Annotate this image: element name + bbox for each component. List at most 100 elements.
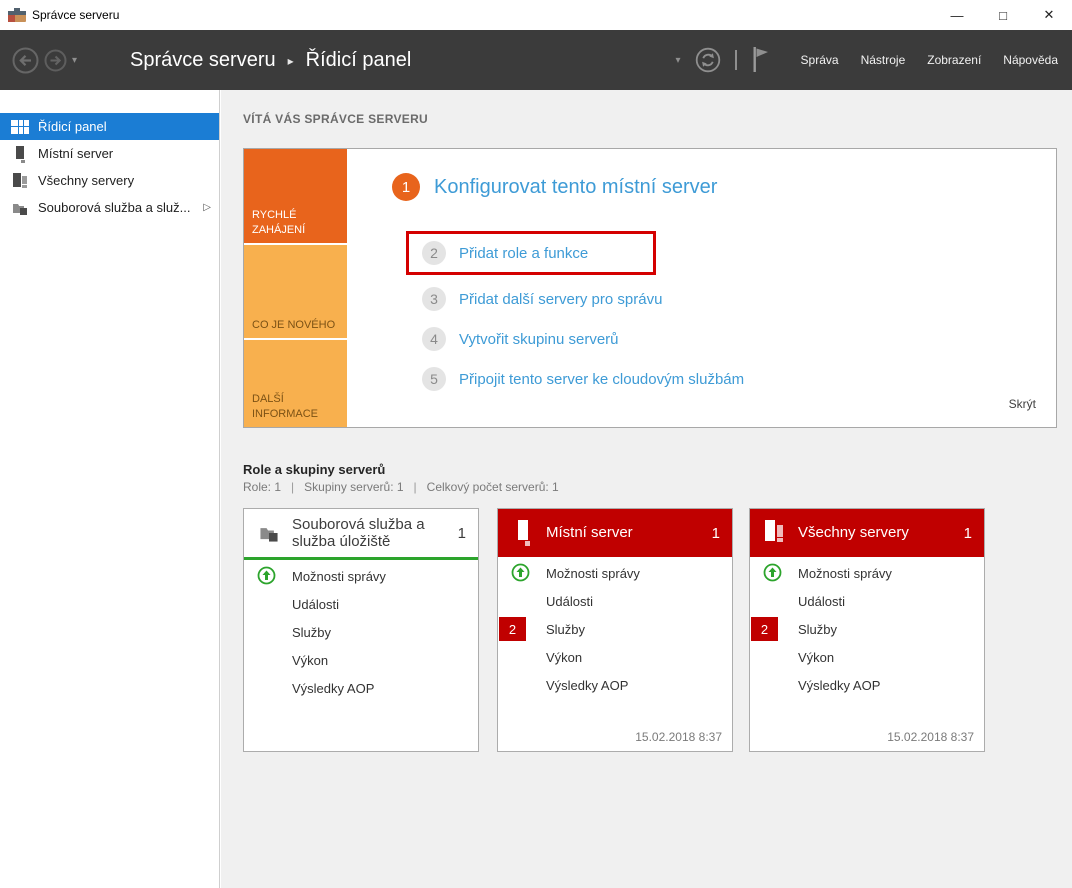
stat-separator: | xyxy=(291,480,295,494)
breadcrumb-root[interactable]: Správce serveru xyxy=(130,48,276,71)
create-server-group-link[interactable]: Vytvořit skupinu serverů xyxy=(459,330,619,348)
row-label: Události xyxy=(546,593,593,609)
manageability-up-icon xyxy=(257,566,276,590)
sidebar-item-label: Místní server xyxy=(38,146,114,161)
step-number-badge: 3 xyxy=(422,287,446,311)
server-manager-app-icon xyxy=(8,7,26,23)
row-bpa-results[interactable]: Výsledky AOP xyxy=(244,674,478,702)
step-number-badge: 5 xyxy=(422,367,446,391)
row-label: Výsledky AOP xyxy=(798,677,881,693)
dashboard-icon xyxy=(10,119,30,134)
card-title: Souborová služba a služba úložiště xyxy=(292,515,425,550)
hide-link[interactable]: Skrýt xyxy=(1008,397,1036,411)
card-date: 15.02.2018 8:37 xyxy=(635,730,722,744)
row-services[interactable]: 2 Služby xyxy=(750,615,984,643)
roles-stats: Role: 1 | Skupiny serverů: 1 | Celkový p… xyxy=(243,480,559,494)
card-count: 1 xyxy=(963,524,972,542)
row-label: Služby xyxy=(292,624,332,640)
sidebar-item-label: Řídicí panel xyxy=(38,119,107,134)
close-button[interactable]: ✕ xyxy=(1043,7,1055,22)
row-services[interactable]: Služby xyxy=(244,618,478,646)
row-label: Události xyxy=(292,596,339,612)
menu-nastroje[interactable]: Nástroje xyxy=(860,53,906,67)
sidebar: Řídicí panel Místní server Všechny serve… xyxy=(0,90,220,888)
row-label: Služby xyxy=(798,621,838,637)
card-title: Místní server xyxy=(546,524,633,542)
row-label: Možnosti správy xyxy=(798,565,892,581)
sidebar-item-label: Všechny servery xyxy=(38,173,135,188)
card-count: 1 xyxy=(711,524,720,542)
row-label: Možnosti správy xyxy=(546,565,640,581)
step-1-row: 1 Konfigurovat tento místní server xyxy=(392,173,717,201)
card-header[interactable]: Souborová služba a služba úložiště 1 xyxy=(244,509,478,557)
services-count-badge: 2 xyxy=(751,617,778,641)
row-events[interactable]: Události xyxy=(498,587,732,615)
menu-sprava[interactable]: Správa xyxy=(800,53,839,67)
navigation-bar: ▾ Správce serveru ▸ Řídicí panel ▾ xyxy=(0,30,1072,90)
sidebar-item-dashboard[interactable]: Řídicí panel xyxy=(0,113,219,140)
sidebar-item-all-servers[interactable]: Všechny servery xyxy=(0,167,219,194)
row-events[interactable]: Události xyxy=(750,587,984,615)
back-button[interactable] xyxy=(12,47,39,74)
row-label: Výsledky AOP xyxy=(546,677,629,693)
card-file-storage-services: Souborová služba a služba úložiště 1 Mož… xyxy=(243,508,479,752)
row-events[interactable]: Události xyxy=(244,590,478,618)
manageability-up-icon xyxy=(511,563,530,587)
row-manageability[interactable]: Možnosti správy xyxy=(244,562,478,590)
local-server-icon xyxy=(510,519,536,547)
expand-arrow-icon[interactable]: ▷ xyxy=(203,202,211,213)
sidebar-item-local-server[interactable]: Místní server xyxy=(0,140,219,167)
row-bpa-results[interactable]: Výsledky AOP xyxy=(750,671,984,699)
breadcrumb-current: Řídicí panel xyxy=(305,48,412,71)
notifications-flag-button[interactable] xyxy=(751,46,769,74)
step-number-badge: 1 xyxy=(392,173,420,201)
breadcrumb-separator-icon: ▸ xyxy=(287,54,294,68)
manageability-up-icon xyxy=(763,563,782,587)
row-bpa-results[interactable]: Výsledky AOP xyxy=(498,671,732,699)
tile-whats-new[interactable]: CO JE NOVÉHO xyxy=(244,245,347,338)
history-caret-icon[interactable]: ▾ xyxy=(72,54,78,66)
card-title: Všechny servery xyxy=(798,524,909,542)
step-5-row: 5 Připojit tento server ke cloudovým slu… xyxy=(422,367,744,391)
connect-cloud-services-link[interactable]: Připojit tento server ke cloudovým služb… xyxy=(459,370,745,388)
tile-quick-start[interactable]: RYCHLÉ ZAHÁJENÍ xyxy=(244,149,347,243)
window-title: Správce serveru xyxy=(32,8,120,22)
title-bar: Správce serveru — □ ✕ xyxy=(0,0,1072,30)
row-manageability[interactable]: Možnosti správy xyxy=(750,559,984,587)
tile-learn-more[interactable]: DALŠÍ INFORMACE xyxy=(244,340,347,427)
sidebar-item-label: Souborová služba a služ... xyxy=(38,200,191,215)
row-performance[interactable]: Výkon xyxy=(244,646,478,674)
row-label: Výkon xyxy=(546,649,583,665)
row-label: Služby xyxy=(546,621,586,637)
configure-local-server-link[interactable]: Konfigurovat tento místní server xyxy=(434,175,718,198)
step-2-row: 2 Přidat role a funkce xyxy=(422,241,588,265)
add-other-servers-link[interactable]: Přidat další servery pro správu xyxy=(459,290,663,308)
refresh-button[interactable] xyxy=(695,47,721,73)
row-services[interactable]: 2 Služby xyxy=(498,615,732,643)
forward-button[interactable] xyxy=(44,49,67,72)
menu-zobrazeni[interactable]: Zobrazení xyxy=(927,53,982,67)
row-manageability[interactable]: Možnosti správy xyxy=(498,559,732,587)
stat-separator: | xyxy=(413,480,417,494)
refresh-dropdown-caret-icon[interactable]: ▾ xyxy=(675,54,681,66)
stat-roles: Role: 1 xyxy=(243,480,282,494)
all-servers-icon xyxy=(762,519,788,547)
step-4-row: 4 Vytvořit skupinu serverů xyxy=(422,327,619,351)
minimize-button[interactable]: — xyxy=(950,7,964,23)
welcome-tiles: RYCHLÉ ZAHÁJENÍ CO JE NOVÉHO DALŠÍ INFOR… xyxy=(244,149,347,427)
all-servers-icon xyxy=(10,172,30,190)
card-header[interactable]: Místní server 1 xyxy=(498,509,732,557)
step-number-badge: 4 xyxy=(422,327,446,351)
card-header[interactable]: Všechny servery 1 xyxy=(750,509,984,557)
status-underline xyxy=(244,557,478,560)
local-server-icon xyxy=(10,145,30,163)
tile-label: CO JE NOVÉHO xyxy=(252,318,336,331)
row-performance[interactable]: Výkon xyxy=(750,643,984,671)
add-roles-features-link[interactable]: Přidat role a funkce xyxy=(459,244,589,262)
row-label: Události xyxy=(798,593,845,609)
maximize-button[interactable]: □ xyxy=(999,7,1007,23)
row-performance[interactable]: Výkon xyxy=(498,643,732,671)
menu-napoveda[interactable]: Nápověda xyxy=(1003,53,1058,67)
sidebar-item-file-storage-services[interactable]: Souborová služba a služ... ▷ xyxy=(0,194,219,221)
